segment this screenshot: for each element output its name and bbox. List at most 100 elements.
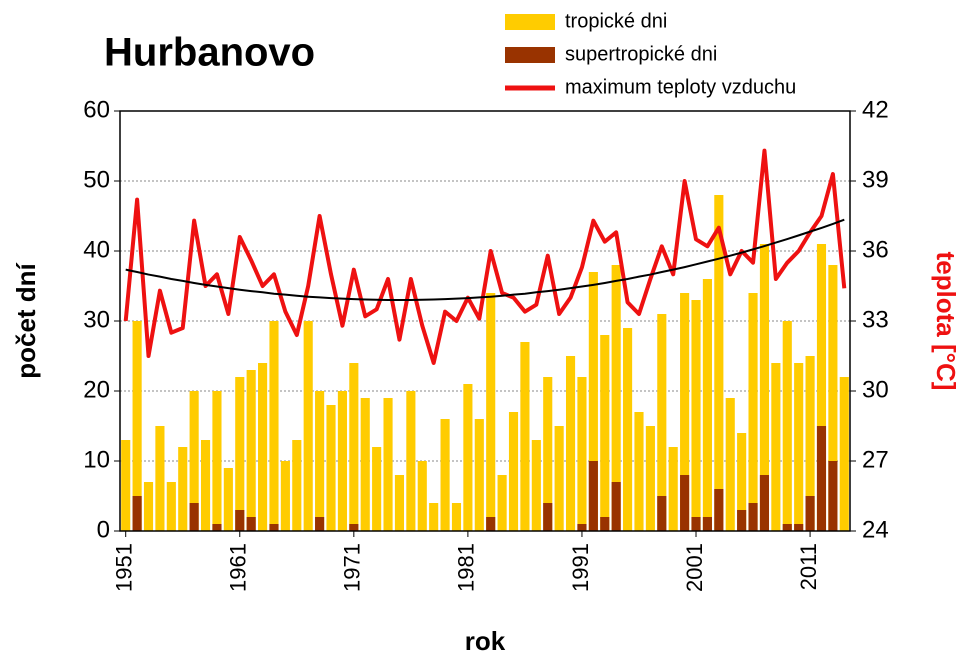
- bar: [429, 503, 439, 531]
- bar: [588, 461, 598, 531]
- bar: [132, 321, 142, 531]
- bar: [394, 475, 405, 531]
- bar: [816, 244, 827, 531]
- bar: [200, 440, 211, 531]
- bar: [360, 398, 370, 531]
- bar: [269, 321, 279, 531]
- x-tick-label: 1971: [340, 543, 365, 592]
- bar: [577, 377, 587, 531]
- bar: [600, 335, 610, 531]
- bar: [440, 419, 450, 531]
- legend-label: tropické dni: [565, 10, 667, 32]
- bar: [189, 503, 199, 531]
- bar: [759, 475, 770, 531]
- y-tick-label: 20: [83, 376, 110, 403]
- y-tick-label: 60: [83, 96, 110, 123]
- legend-swatch: [505, 47, 555, 63]
- bar: [565, 356, 576, 531]
- bar: [794, 524, 804, 531]
- bar: [839, 377, 849, 531]
- bar: [178, 447, 188, 531]
- bar: [406, 391, 416, 531]
- bar: [680, 293, 690, 531]
- x-tick-label: 2001: [682, 543, 707, 592]
- bar: [315, 391, 325, 531]
- bar: [634, 412, 644, 531]
- bar: [497, 475, 507, 531]
- bar: [235, 510, 245, 531]
- temperature-line: [123, 148, 847, 365]
- legend-label: maximum teploty vzduchu: [565, 76, 796, 98]
- plot-frame: [119, 110, 851, 532]
- bar: [691, 300, 701, 531]
- y2-tick-label: 36: [862, 236, 889, 263]
- y-tick-label: 10: [83, 446, 110, 473]
- y2-tick-label: 27: [862, 446, 889, 473]
- y2-axis-label: teplota [°C]: [931, 252, 961, 391]
- x-tick-label: 1951: [112, 543, 137, 592]
- bar: [759, 244, 770, 531]
- bar: [280, 461, 290, 531]
- bar: [292, 440, 302, 531]
- bar: [554, 426, 564, 531]
- bar: [269, 524, 279, 531]
- bar: [782, 321, 792, 531]
- bar: [771, 363, 781, 531]
- bar: [645, 426, 655, 531]
- bar: [805, 496, 815, 531]
- legend-label: supertropické dni: [565, 43, 717, 65]
- bar: [748, 293, 758, 531]
- bar: [508, 412, 519, 531]
- bar: [725, 398, 735, 531]
- bar: [417, 461, 427, 531]
- bar: [235, 377, 245, 531]
- bar: [349, 363, 359, 531]
- bar: [326, 405, 336, 531]
- bar: [714, 489, 724, 531]
- y-axis-label: počet dní: [11, 262, 41, 378]
- bar: [303, 321, 313, 531]
- trend-line: [125, 218, 845, 301]
- chart-title: Hurbanovo: [104, 31, 315, 75]
- y2-tick-label: 39: [862, 166, 889, 193]
- bar: [246, 370, 256, 531]
- bar: [737, 433, 747, 531]
- bar: [143, 482, 154, 531]
- bar: [794, 363, 804, 531]
- bar: [748, 503, 758, 531]
- x-tick-label: 1981: [454, 543, 479, 592]
- bar: [623, 328, 633, 531]
- bar: [816, 426, 827, 531]
- bar: [600, 517, 610, 531]
- bar: [121, 440, 131, 531]
- bar: [577, 524, 587, 531]
- bar: [372, 447, 382, 531]
- y-tick-label: 30: [83, 306, 110, 333]
- bar: [349, 524, 359, 531]
- bar: [611, 482, 621, 531]
- y-tick-label: 0: [97, 516, 110, 543]
- bar: [223, 468, 233, 531]
- bar: [212, 524, 222, 531]
- bar: [805, 356, 815, 531]
- bar: [828, 265, 838, 531]
- y2-tick-label: 33: [862, 306, 889, 333]
- bar: [212, 391, 222, 531]
- bar: [166, 482, 176, 531]
- x-tick-label: 1961: [226, 543, 251, 592]
- bar: [474, 419, 484, 531]
- y-tick-label: 40: [83, 236, 110, 263]
- bar: [520, 342, 530, 531]
- bar: [451, 503, 462, 531]
- x-tick-label: 2011: [796, 543, 821, 590]
- bar: [702, 517, 712, 531]
- bar: [189, 391, 199, 531]
- bar: [486, 293, 496, 531]
- y-tick-label: 50: [83, 166, 110, 193]
- legend-swatch: [505, 14, 555, 30]
- bar: [531, 440, 541, 531]
- bar: [486, 517, 496, 531]
- bar: [463, 384, 473, 531]
- y2-tick-label: 24: [862, 516, 889, 543]
